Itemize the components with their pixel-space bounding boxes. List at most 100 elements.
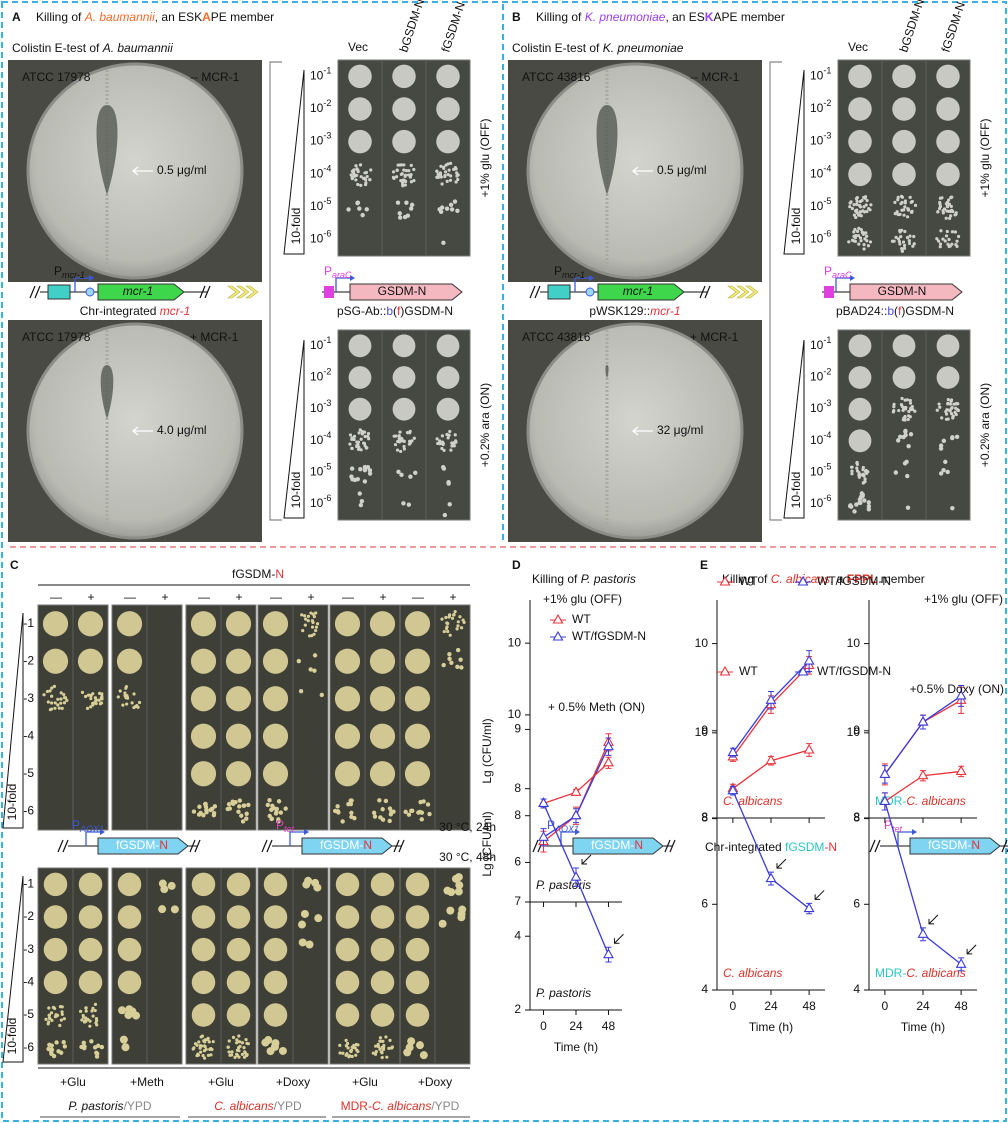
colony [858,210,862,214]
spot [42,648,69,674]
dilution-label: -4 [23,975,34,989]
arrow [776,858,787,869]
colony [235,1038,239,1042]
colony [897,239,901,244]
etest-title: Colistin E-test of K. pneumoniae [512,41,684,55]
spot [405,937,430,962]
panel-subtitle-part: -N [824,840,837,854]
dilution-label-part: 10 [310,496,324,510]
colony [421,799,426,804]
panel-title: Killing of K. pneumoniae, an ESKAPE memb… [536,10,785,24]
dilution-label: 10-1 [310,66,331,83]
point [603,740,614,751]
colony [350,1045,354,1049]
point [603,948,614,959]
species-label: P. pastoris [536,878,591,892]
panel-title: Killing of C. albicans, a FPPL member [722,572,925,586]
dilution-label-part: -6 [323,229,331,239]
colony [955,239,959,243]
colony [866,500,871,505]
dilution-label-part: 10 [310,69,324,83]
colony [362,430,367,434]
gene-label-part: fGSDM- [591,838,634,852]
colony [278,810,284,815]
colony [235,1048,239,1052]
x-axis-label: Time (h) [554,1040,598,1054]
panel-label: A [12,10,21,24]
spot [370,937,395,962]
colony [308,667,313,672]
colony [367,437,371,441]
spot [190,723,217,749]
colony [391,170,396,174]
spot [335,905,360,929]
colony [267,798,272,803]
gene-label-part: N [159,838,168,852]
colony [407,442,411,446]
spot [116,648,143,674]
colony [393,443,398,447]
promoter-arrow-head [850,275,855,281]
colony [356,182,360,187]
colony [900,247,904,251]
colony [855,199,859,203]
colony [94,1021,98,1025]
spot [262,761,289,787]
dilution-label-part: -5 [823,196,831,206]
colony [243,1051,247,1055]
strain-label: ATCC 17978 [22,70,91,84]
colony [118,1006,127,1015]
colony [901,240,906,244]
spot [404,686,431,712]
colony [86,693,90,697]
colony [60,1005,64,1009]
spot [848,397,872,421]
colony [406,173,411,177]
colony [100,697,104,701]
construct-caption-part: mcr-1 [650,304,680,318]
dilution-label-part: 10 [310,101,324,115]
series-line [543,762,609,805]
spot [226,1003,251,1027]
dilution-label: -6 [23,803,34,817]
colony [230,1050,234,1054]
colony [363,444,367,448]
colony [903,229,907,234]
colony [397,211,402,216]
point [727,746,739,757]
colony [390,1045,394,1049]
colony [352,815,357,821]
panel-title-part: APE member [713,10,784,24]
spot [436,64,460,89]
sign-label: — [412,590,424,604]
legend-marker [552,613,564,624]
colony [53,706,57,710]
spot [936,129,960,154]
colony [338,1043,342,1047]
arrow [613,933,624,944]
colony [167,881,176,890]
break-mark [199,285,211,299]
colony [439,175,443,179]
colony [199,1035,203,1039]
colony [62,1017,66,1021]
colony [912,234,916,239]
fold-label: 10-fold [5,784,19,821]
colony [907,241,912,246]
colony [445,621,449,625]
colony [352,477,358,483]
spot [335,937,360,962]
colony [94,1016,99,1021]
colony [53,701,57,705]
colony [863,237,867,241]
colony [211,1040,215,1044]
colony [362,479,368,484]
spot [43,905,68,929]
colony [283,806,288,811]
media-label-part: C. albicans [372,1099,431,1113]
colony [209,1053,213,1057]
colony [902,213,906,217]
colony [49,1051,54,1057]
colony [458,657,463,662]
colony [137,700,142,705]
